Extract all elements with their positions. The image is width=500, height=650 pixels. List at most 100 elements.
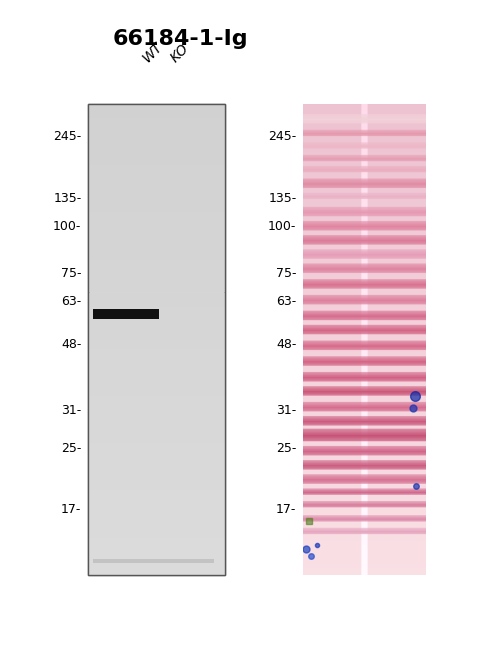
Bar xyxy=(88,514,225,519)
Bar xyxy=(88,571,225,575)
Bar xyxy=(88,188,225,194)
Bar xyxy=(88,250,225,255)
Bar xyxy=(88,151,225,156)
Bar xyxy=(88,203,225,208)
Bar xyxy=(88,227,225,231)
Bar xyxy=(88,490,225,495)
Bar xyxy=(88,462,225,467)
Bar xyxy=(88,391,225,396)
Bar xyxy=(88,278,225,283)
Text: 17-: 17- xyxy=(276,503,296,516)
Bar xyxy=(88,109,225,113)
Text: KO: KO xyxy=(168,41,192,65)
Bar xyxy=(88,443,225,448)
Text: 63-: 63- xyxy=(61,295,82,309)
Text: 135-: 135- xyxy=(268,192,296,205)
Bar xyxy=(88,175,225,179)
Bar xyxy=(88,156,225,161)
Bar xyxy=(88,486,225,490)
Bar xyxy=(88,382,225,387)
Bar xyxy=(88,519,225,523)
Bar xyxy=(88,547,225,552)
Bar xyxy=(88,127,225,133)
Bar xyxy=(88,359,225,363)
Bar xyxy=(88,222,225,227)
Bar xyxy=(88,533,225,538)
Bar xyxy=(88,259,225,264)
Bar xyxy=(93,309,159,319)
Bar xyxy=(88,118,225,123)
Bar xyxy=(88,269,225,274)
Text: 135-: 135- xyxy=(53,192,82,205)
Bar xyxy=(88,349,225,354)
Bar xyxy=(88,184,225,189)
Bar xyxy=(88,264,225,269)
Text: 75-: 75- xyxy=(276,267,296,280)
Bar xyxy=(88,335,225,339)
Bar xyxy=(88,472,225,476)
Bar xyxy=(88,339,225,344)
Bar xyxy=(88,316,225,321)
Bar xyxy=(88,481,225,486)
Text: WT: WT xyxy=(140,40,166,65)
Bar xyxy=(88,429,225,434)
Bar xyxy=(88,292,225,297)
Bar xyxy=(88,372,225,377)
Text: 66184-1-Ig: 66184-1-Ig xyxy=(112,29,248,49)
Bar xyxy=(88,561,225,566)
Bar xyxy=(88,231,225,236)
Text: 100-: 100- xyxy=(53,220,82,233)
Bar xyxy=(88,179,225,184)
Bar xyxy=(88,133,225,137)
Bar xyxy=(88,194,225,198)
Bar xyxy=(88,146,225,151)
Text: 48-: 48- xyxy=(276,338,296,351)
Bar xyxy=(88,504,225,510)
Bar xyxy=(88,302,225,307)
Bar xyxy=(88,137,225,142)
Bar xyxy=(88,236,225,240)
Bar xyxy=(88,363,225,368)
Bar xyxy=(88,377,225,382)
Bar xyxy=(88,297,225,302)
Bar xyxy=(88,311,225,316)
FancyBboxPatch shape xyxy=(88,104,225,575)
Bar xyxy=(88,288,225,292)
Bar xyxy=(88,326,225,330)
Bar xyxy=(88,528,225,533)
Bar xyxy=(88,410,225,415)
Bar xyxy=(88,538,225,542)
Bar xyxy=(88,510,225,514)
Bar xyxy=(88,434,225,439)
Bar xyxy=(88,170,225,175)
Bar xyxy=(88,420,225,424)
Bar xyxy=(88,415,225,420)
Bar xyxy=(88,387,225,391)
Bar xyxy=(88,401,225,406)
Bar xyxy=(88,467,225,472)
Bar xyxy=(88,142,225,146)
Bar xyxy=(88,448,225,452)
Bar xyxy=(88,476,225,481)
Text: 75-: 75- xyxy=(61,267,82,280)
Bar xyxy=(88,217,225,222)
Bar xyxy=(88,165,225,170)
Text: 48-: 48- xyxy=(61,338,82,351)
Bar xyxy=(88,283,225,288)
Bar xyxy=(88,523,225,528)
Bar xyxy=(88,246,225,250)
Bar xyxy=(88,104,225,575)
Bar xyxy=(88,495,225,500)
Bar xyxy=(88,198,225,203)
Bar xyxy=(88,321,225,326)
Bar xyxy=(88,500,225,504)
Bar xyxy=(88,552,225,556)
Text: 17-: 17- xyxy=(61,503,82,516)
Bar xyxy=(88,330,225,335)
Bar xyxy=(88,274,225,278)
Bar xyxy=(88,354,225,358)
Bar xyxy=(88,113,225,118)
Bar xyxy=(88,542,225,547)
Text: 245-: 245- xyxy=(53,131,82,144)
Bar xyxy=(88,123,225,127)
